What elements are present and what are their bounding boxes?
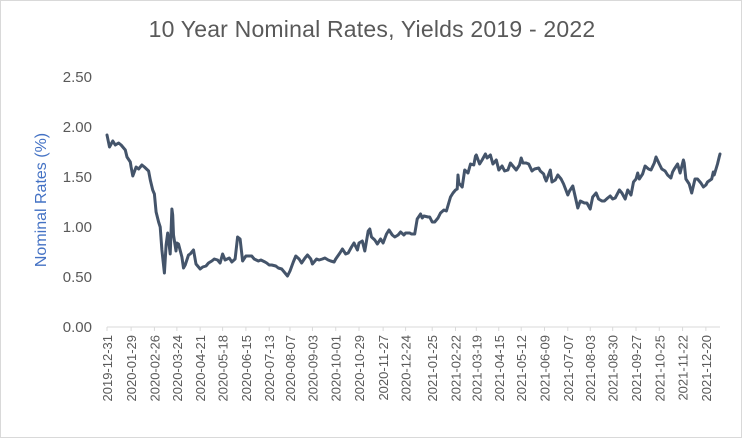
x-tick-label: 2019-12-31	[100, 335, 115, 402]
x-tick-label: 2020-08-07	[283, 335, 298, 402]
x-tick-label: 2021-01-25	[425, 335, 440, 402]
x-tick-label: 2020-12-24	[399, 335, 414, 402]
x-tick-label: 2021-03-19	[469, 335, 484, 402]
y-tick-label: 1.00	[63, 219, 92, 236]
x-tick-label: 2020-09-03	[305, 335, 320, 402]
x-axis-ticks: 2019-12-31 2020-01-29 2020-02-26 2020-03-24…	[100, 327, 714, 402]
x-tick-label: 2021-09-27	[629, 335, 644, 402]
y-tick-label: 0.50	[63, 269, 92, 286]
chart-title: 10 Year Nominal Rates, Yields 2019 - 202…	[148, 16, 596, 42]
x-tick-label: 2021-04-15	[492, 335, 507, 402]
x-tick-label: 2021-05-12	[514, 335, 529, 402]
x-tick-label: 2020-04-21	[193, 335, 208, 402]
x-tick-label: 2020-07-13	[262, 335, 277, 402]
y-tick-label: 0.00	[63, 319, 92, 336]
y-tick-label: 2.50	[63, 69, 92, 86]
x-tick-label: 2020-03-24	[170, 335, 185, 402]
x-tick-label: 2021-02-22	[449, 335, 464, 402]
x-tick-label: 2021-11-22	[676, 335, 691, 401]
x-tick-label: 2020-10-29	[352, 335, 367, 402]
x-tick-label: 2020-05-18	[216, 335, 231, 402]
y-axis-ticks: 0.00 0.50 1.00 1.50 2.00 2.50	[63, 69, 92, 336]
x-tick-label: 2021-10-25	[652, 335, 667, 402]
x-tick-label: 2020-10-01	[329, 335, 344, 402]
x-tick-label: 2020-01-29	[124, 335, 139, 402]
x-tick-label: 2020-11-27	[376, 335, 391, 401]
x-tick-label: 2021-12-20	[699, 335, 714, 402]
x-tick-label: 2021-08-30	[606, 335, 621, 402]
y-tick-label: 2.00	[63, 119, 92, 136]
y-axis-label: Nominal Rates (%)	[33, 133, 50, 267]
y-tick-label: 1.50	[63, 169, 92, 186]
x-tick-label: 2021-08-03	[583, 335, 598, 402]
series-line	[105, 133, 722, 278]
x-tick-label: 2021-06-09	[538, 335, 553, 402]
x-tick-label: 2020-02-26	[147, 335, 162, 402]
x-tick-label: 2021-07-07	[561, 335, 576, 402]
x-tick-label: 2020-06-15	[239, 335, 254, 402]
